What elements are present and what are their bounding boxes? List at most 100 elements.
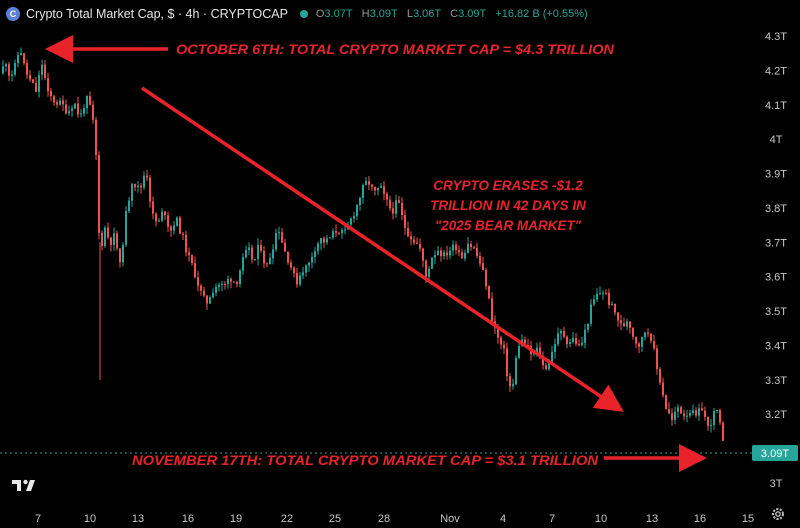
candle-body — [71, 108, 73, 112]
candle-body — [656, 348, 658, 370]
candle-body — [53, 96, 55, 103]
candle-body — [65, 104, 67, 114]
annotation-middle-line-1: CRYPTO ERASES -$1.2 — [433, 178, 583, 193]
candle-body — [515, 357, 517, 385]
candle-body — [503, 344, 505, 349]
candle-body — [197, 277, 199, 286]
candle-body — [245, 250, 247, 258]
symbol-title[interactable]: Crypto Total Market Cap, $ · 4h · CRYPTO… — [26, 7, 288, 21]
candle-body — [251, 247, 253, 260]
candle-body — [35, 82, 37, 92]
candle-body — [377, 187, 379, 191]
candle-body — [407, 228, 409, 237]
x-tick-label: 19 — [230, 513, 242, 525]
x-tick-label: 4 — [500, 513, 506, 525]
candle-body — [539, 347, 541, 358]
candle-body — [95, 119, 97, 156]
candle-body — [257, 244, 259, 259]
candle-body — [161, 211, 163, 221]
candle-body — [362, 185, 364, 198]
candle-body — [572, 338, 574, 343]
candle-body — [11, 74, 13, 76]
candle-body — [326, 238, 328, 243]
high-value: 3.09T — [369, 8, 398, 20]
candle-body — [434, 255, 436, 258]
y-tick-label: 3.4T — [765, 340, 787, 352]
candle-body — [173, 225, 175, 231]
candle-body — [575, 338, 577, 344]
candle-body — [128, 200, 130, 212]
candle-body — [536, 347, 538, 353]
candle-body — [14, 63, 16, 75]
candle-body — [29, 75, 31, 80]
candle-body — [641, 337, 643, 347]
candle-body — [293, 267, 295, 274]
candle-body — [650, 333, 652, 342]
candle-body — [275, 233, 277, 250]
candle-body — [716, 409, 718, 411]
candle-body — [638, 343, 640, 347]
candle-body — [110, 237, 112, 245]
x-tick-label: 13 — [646, 513, 658, 525]
candle-body — [461, 252, 463, 259]
ohlc-values: O3.07T H3.09T L3.06T C3.09T +16.82 B (+0… — [316, 8, 594, 20]
candle-body — [5, 64, 7, 67]
candle-body — [557, 333, 559, 345]
market-status-icon — [299, 10, 308, 18]
candle-body — [20, 53, 22, 55]
candle-body — [26, 63, 28, 76]
candle-body — [323, 238, 325, 243]
annotation-bottom: NOVEMBER 17TH: TOTAL CRYPTO MARKET CAP =… — [132, 453, 598, 468]
candle-body — [206, 295, 208, 304]
candle-body — [239, 270, 241, 285]
candle-body — [218, 284, 220, 288]
open-value: 3.07T — [324, 8, 353, 20]
candle-body — [83, 108, 85, 114]
candle-body — [677, 407, 679, 412]
last-price-badge-label: 3.09T — [761, 448, 789, 460]
candle-body — [410, 236, 412, 240]
candle-body — [497, 327, 499, 338]
y-tick-label: 3.7T — [765, 237, 787, 249]
candle-body — [710, 425, 712, 427]
candle-body — [290, 262, 292, 268]
x-tick-label: 16 — [182, 513, 194, 525]
candle-body — [47, 78, 49, 92]
time-axis[interactable]: 7 10 13 16 19 22 25 28 Nov 4 7 10 13 16 15 — [35, 513, 754, 525]
candle-body — [281, 232, 283, 243]
candle-body — [635, 336, 637, 344]
candle-body — [125, 211, 127, 245]
candle-body — [488, 286, 490, 299]
candle-body — [446, 252, 448, 256]
candle-body — [149, 177, 151, 202]
tradingview-logo-icon[interactable] — [12, 477, 42, 493]
candle-body — [629, 321, 631, 328]
candle-body — [104, 227, 106, 246]
candle-body — [335, 231, 337, 233]
candle-body — [491, 298, 493, 322]
candle-body — [485, 270, 487, 287]
candle-body — [266, 263, 268, 265]
candle-body — [449, 250, 451, 256]
candle-body — [416, 242, 418, 244]
candle-body — [311, 256, 313, 263]
gear-icon[interactable] — [770, 506, 786, 522]
candle-body — [506, 348, 508, 377]
candle-body — [101, 232, 103, 246]
candle-body — [236, 282, 238, 285]
candle-body — [305, 265, 307, 273]
candle-body — [653, 341, 655, 349]
candle-body — [662, 382, 664, 396]
price-axis[interactable]: 4.3T 4.2T 4.1T 4T 3.9T 3.8T 3.7T 3.6T 3.5T 3.4T 3.… — [765, 31, 787, 490]
symbol-header: C Crypto Total Market Cap, $ · 4h · CRYP… — [6, 5, 594, 23]
candle-body — [620, 320, 622, 324]
candle-body — [221, 283, 223, 285]
candle-body — [458, 249, 460, 253]
candle-body — [698, 408, 700, 416]
candle-body — [317, 243, 319, 252]
candle-body — [296, 273, 298, 285]
candle-body — [422, 248, 424, 261]
candle-body — [17, 54, 19, 64]
candle-body — [92, 104, 94, 120]
